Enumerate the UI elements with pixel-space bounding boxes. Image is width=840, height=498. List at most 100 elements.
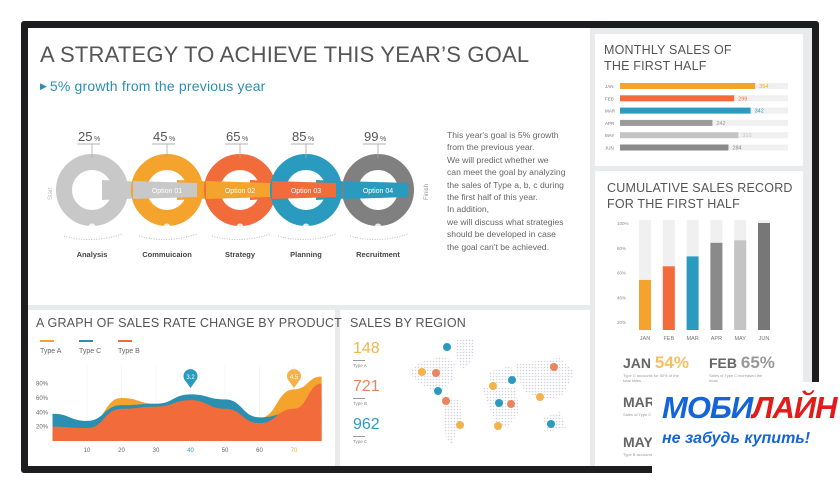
note-feb: FEB 65% bbox=[709, 353, 775, 373]
map-pin bbox=[536, 393, 544, 401]
page-title: A STRATEGY TO ACHIEVE THIS YEAR’S GOAL bbox=[40, 42, 530, 67]
note-value: 65% bbox=[740, 353, 775, 372]
x-tick: JAN bbox=[640, 336, 650, 342]
map-pin bbox=[507, 400, 515, 408]
bar-value: 299 bbox=[738, 96, 747, 102]
step-name: Recruitment bbox=[356, 250, 400, 259]
x-tick: 30 bbox=[153, 448, 160, 454]
description-line: the goal can't be achieved. bbox=[447, 241, 549, 252]
step-percent: 85 bbox=[292, 129, 306, 144]
cumulative-title: CUMULATIVE SALES RECORD FOR THE FIRST HA… bbox=[607, 181, 793, 211]
note-month: JAN bbox=[623, 355, 652, 371]
option-band bbox=[133, 181, 197, 199]
bar-value: 284 bbox=[732, 146, 741, 152]
stat-underline bbox=[353, 436, 365, 437]
step-percent: 45 bbox=[153, 129, 167, 144]
note-text: Sales of Type C increased the most bbox=[709, 373, 763, 383]
note-text: Sales of Type C bbox=[623, 412, 652, 417]
x-tick: 60 bbox=[256, 448, 263, 454]
x-tick: 20 bbox=[118, 448, 125, 454]
stat-value: 148 bbox=[353, 340, 380, 357]
legend-label: Type A bbox=[40, 348, 62, 355]
option-label: Option 01 bbox=[152, 188, 182, 195]
region-title: SALES BY REGION bbox=[350, 316, 467, 330]
bar bbox=[639, 279, 651, 330]
area-type-b bbox=[52, 383, 322, 441]
option-band bbox=[344, 181, 408, 199]
y-tick: 80% bbox=[617, 246, 626, 251]
pin-marker bbox=[287, 369, 302, 388]
x-tick: MAY bbox=[734, 336, 746, 342]
x-tick: APR bbox=[711, 336, 722, 342]
description-line: we will discuss what strategies bbox=[447, 216, 564, 227]
map-pin bbox=[432, 369, 440, 377]
continent bbox=[442, 396, 462, 444]
description-line: the sales of Type a, b, c during bbox=[447, 179, 564, 190]
map-pin bbox=[494, 422, 502, 430]
map-pin bbox=[508, 376, 516, 384]
bar bbox=[620, 119, 713, 126]
note-month: FEB bbox=[709, 355, 737, 371]
step-percent: 25 bbox=[78, 129, 92, 144]
watermark: МОБИЛАЙН не забудь купить! bbox=[652, 382, 840, 498]
brand-part-a: МОБИ bbox=[662, 390, 753, 425]
map-pin bbox=[418, 368, 426, 376]
bar-label: FEB bbox=[605, 96, 614, 101]
money-bag-icon bbox=[88, 223, 96, 231]
map-pin bbox=[550, 363, 558, 371]
stat-value: 962 bbox=[353, 416, 380, 433]
stat-underline bbox=[353, 398, 365, 399]
percent-unit: % bbox=[94, 136, 100, 143]
bar-label: MAR bbox=[605, 109, 616, 114]
description-line: can meet the goal by analyzing bbox=[447, 167, 566, 178]
continent bbox=[408, 356, 455, 392]
map-pin bbox=[547, 420, 555, 428]
stat-label: Type B bbox=[353, 401, 368, 406]
bar bbox=[734, 240, 747, 330]
watermark-tagline: не забудь купить! bbox=[662, 430, 811, 447]
bar-label: APR bbox=[605, 121, 615, 126]
subtitle-text: 5% growth from the previous year bbox=[49, 78, 266, 94]
region-stat: 721 Type B bbox=[353, 378, 380, 406]
option-band bbox=[206, 181, 270, 199]
bar-value: 242 bbox=[716, 121, 725, 127]
watermark-brand: МОБИЛАЙН bbox=[662, 390, 838, 426]
map-pin bbox=[434, 387, 442, 395]
stat-label: Type A bbox=[353, 363, 367, 368]
step-ring bbox=[56, 154, 128, 226]
x-tick: 40 bbox=[187, 448, 194, 454]
option-band bbox=[272, 181, 336, 199]
continent bbox=[515, 358, 575, 400]
description-line: should be developed in case bbox=[447, 229, 556, 240]
finish-label: Finish bbox=[424, 184, 430, 200]
step-percent: 65 bbox=[226, 129, 240, 144]
bar bbox=[758, 223, 770, 330]
bar bbox=[620, 83, 756, 89]
x-tick: 50 bbox=[222, 448, 229, 454]
x-tick: 10 bbox=[84, 448, 91, 454]
calendar-icon bbox=[302, 223, 310, 231]
continent bbox=[482, 386, 520, 428]
bar bbox=[620, 132, 739, 139]
bar bbox=[620, 95, 735, 102]
continent bbox=[455, 338, 475, 370]
triangle-icon: ▶ bbox=[40, 81, 50, 91]
bar bbox=[686, 256, 699, 330]
legend-label: Type B bbox=[118, 348, 140, 355]
legend-label: Type C bbox=[79, 348, 101, 355]
note-text: Type C accounts for 50% of the total sal… bbox=[623, 373, 679, 383]
step-name: Commuicaion bbox=[142, 250, 192, 259]
step-name: Analysis bbox=[77, 250, 108, 259]
x-tick: FEB bbox=[663, 336, 674, 342]
bar-value: 310 bbox=[742, 133, 751, 139]
y-tick: 40% bbox=[36, 410, 49, 416]
bar-value: 354 bbox=[759, 84, 768, 90]
pin-label: 3.2 bbox=[186, 375, 195, 381]
bar-label: JAN bbox=[605, 84, 614, 89]
bar bbox=[662, 266, 675, 330]
bar bbox=[710, 242, 723, 330]
clock-icon bbox=[236, 223, 244, 231]
